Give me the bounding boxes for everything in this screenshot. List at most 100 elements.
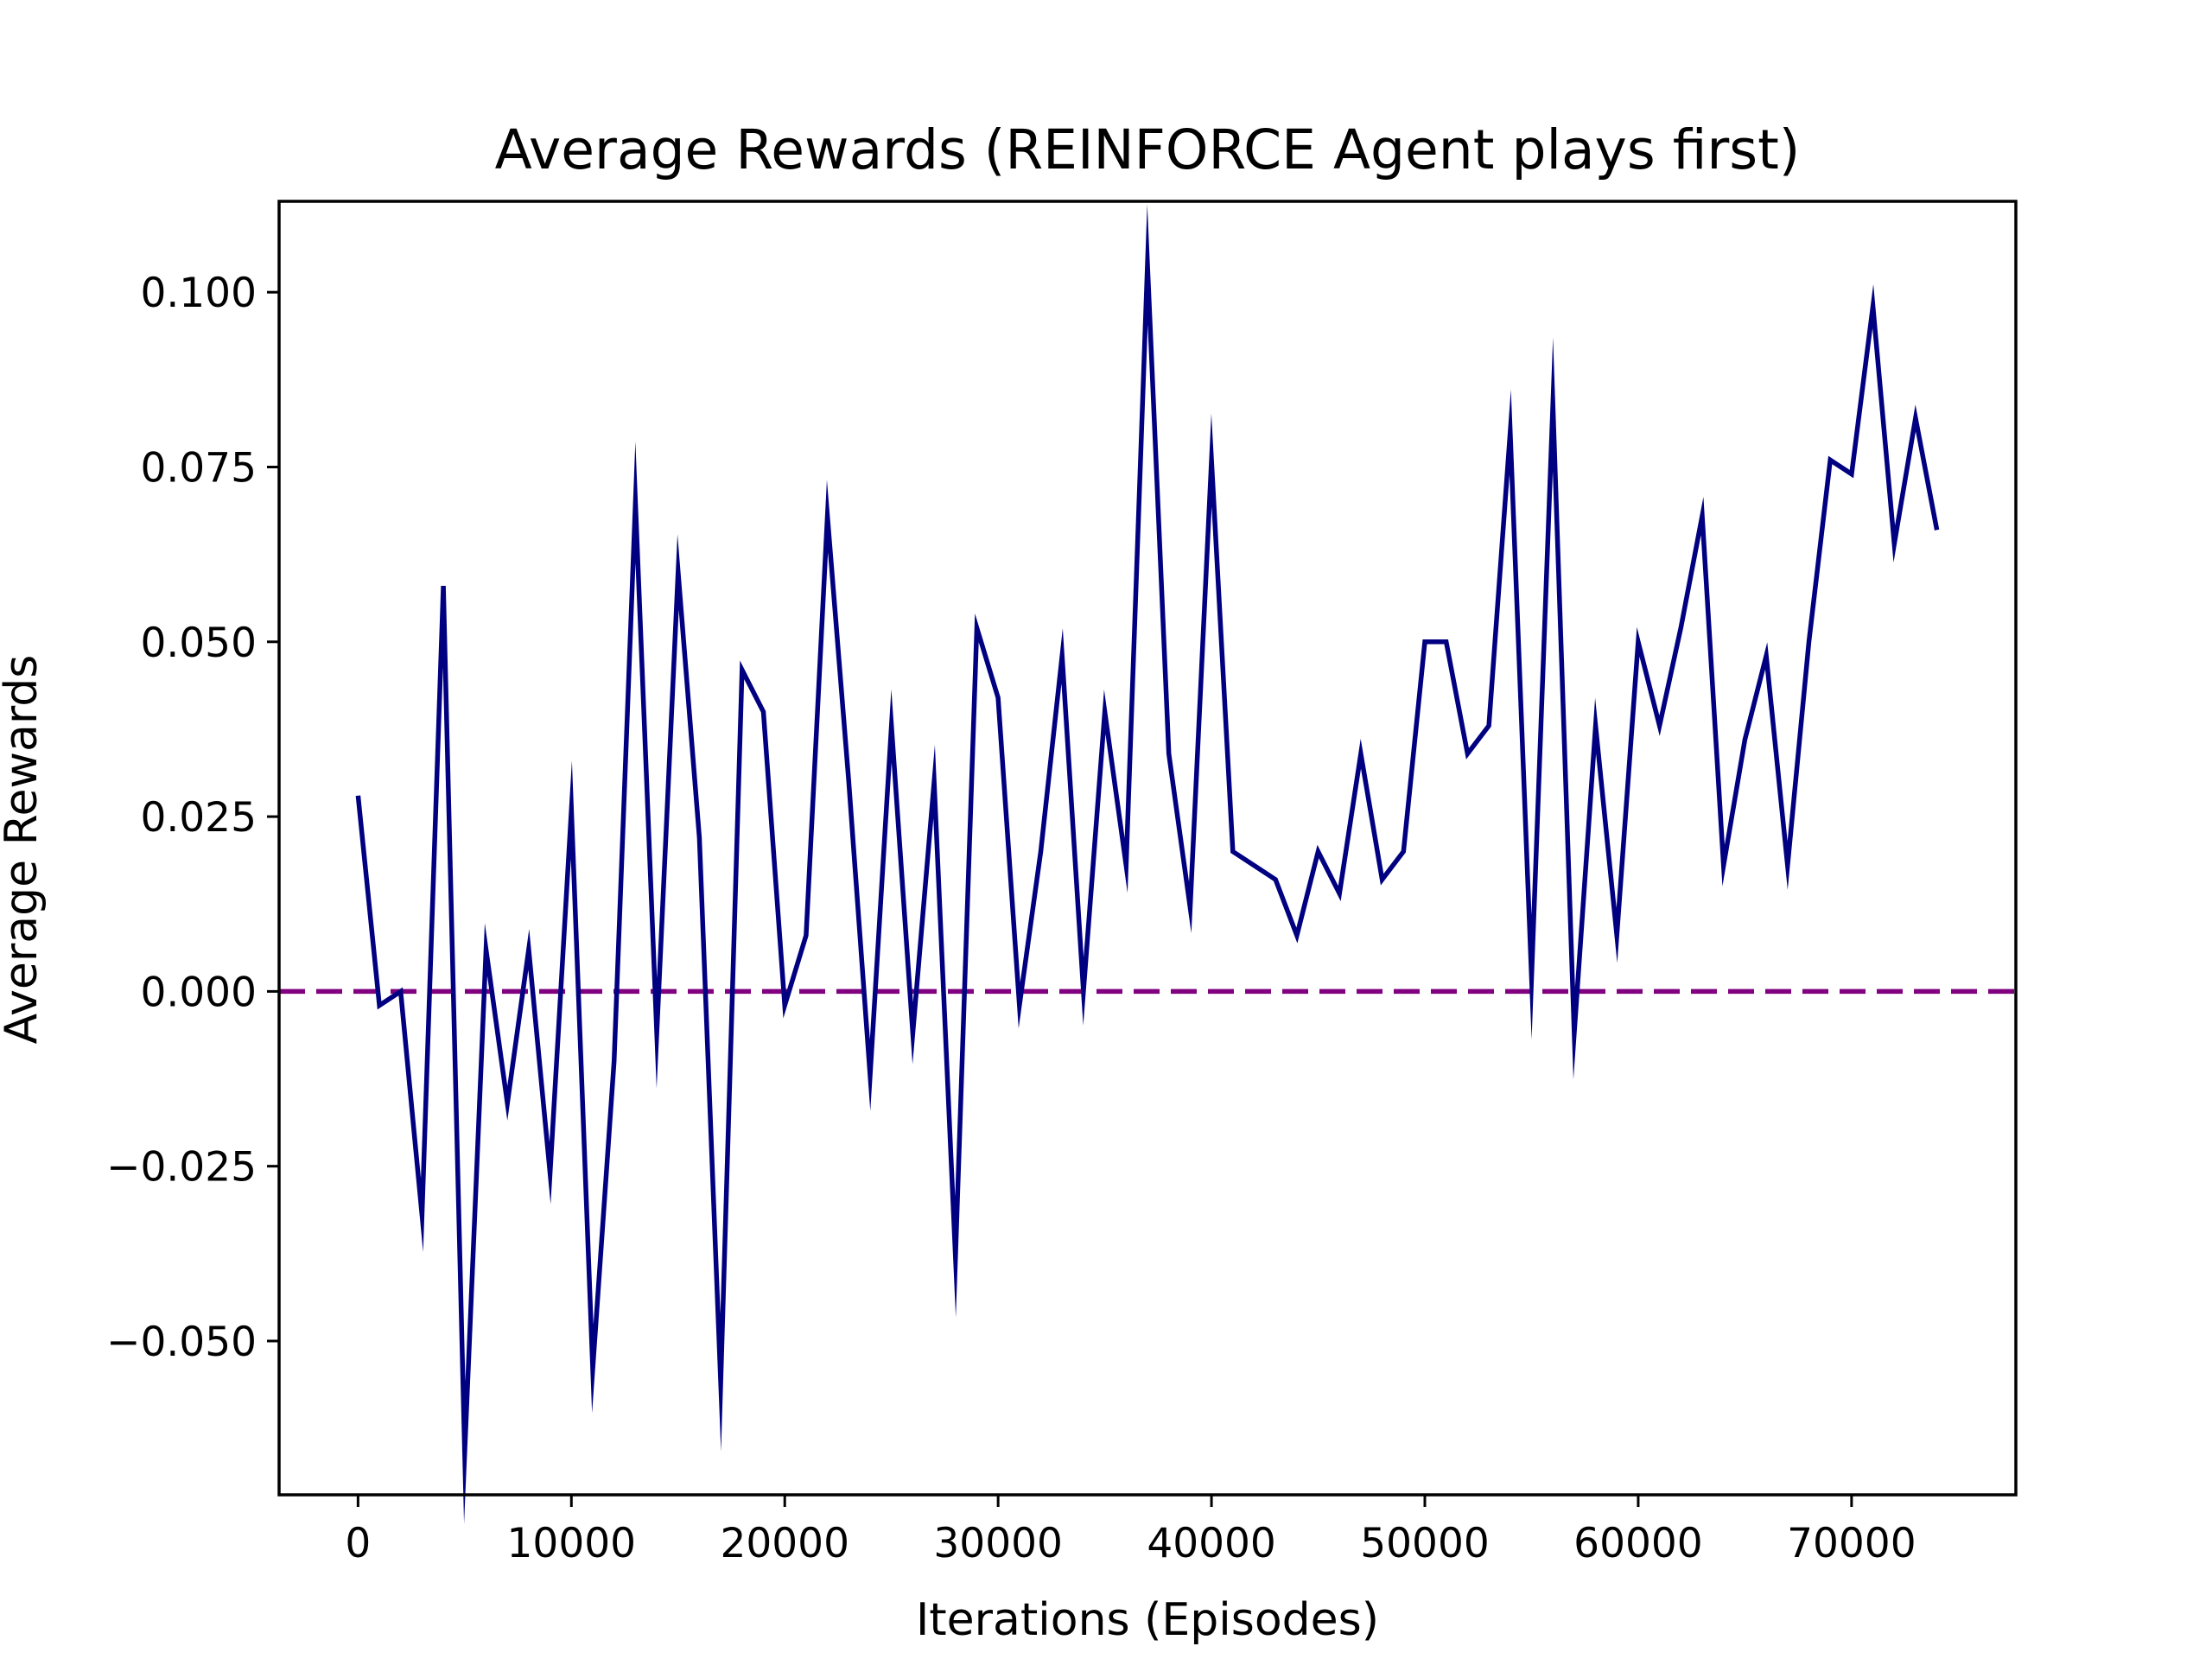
- y-tick-label: 0.100: [140, 270, 257, 317]
- data-point: [1892, 543, 1896, 546]
- data-point: [847, 780, 850, 784]
- data-point: [932, 780, 936, 784]
- data-point: [1465, 752, 1469, 755]
- data-point: [399, 989, 403, 993]
- data-point: [1807, 640, 1810, 644]
- data-point: [1103, 710, 1107, 714]
- x-tick-label: 30000: [933, 1520, 1063, 1567]
- data-point: [1914, 416, 1917, 420]
- x-axis-label: Iterations (Episodes): [916, 1594, 1379, 1646]
- data-point: [356, 794, 359, 798]
- data-point: [1743, 738, 1746, 741]
- data-point: [655, 1032, 658, 1035]
- data-point: [569, 808, 573, 811]
- data-point: [1679, 626, 1682, 630]
- data-point: [1529, 976, 1533, 979]
- data-point: [1658, 724, 1662, 728]
- chart-title: Average Rewards (REINFORCE Agent plays f…: [495, 118, 1801, 181]
- x-tick-label: 20000: [720, 1520, 849, 1567]
- y-axis: −0.050 −0.025 0.000 0.025 0.050 0.075 0.100: [106, 270, 279, 1366]
- data-point: [1359, 752, 1363, 755]
- data-point: [527, 948, 531, 951]
- data-point: [420, 1213, 423, 1217]
- data-point: [1402, 850, 1405, 854]
- data-point: [1594, 724, 1598, 728]
- data-point: [996, 696, 1000, 700]
- data-point: [1445, 640, 1448, 644]
- data-point: [1252, 864, 1255, 868]
- data-point: [1936, 528, 1939, 531]
- data-point: [442, 584, 445, 588]
- data-point: [1317, 850, 1320, 854]
- data-point: [1615, 934, 1618, 938]
- data-point: [741, 668, 744, 671]
- data-point: [1295, 934, 1299, 938]
- data-point: [549, 1172, 552, 1175]
- data-point: [1764, 654, 1768, 658]
- x-tick-label: 60000: [1573, 1520, 1703, 1567]
- y-tick-label: 0.025: [140, 794, 257, 842]
- data-point: [1509, 430, 1512, 434]
- data-point: [1274, 878, 1277, 881]
- data-point: [613, 1059, 616, 1063]
- data-point: [505, 1102, 509, 1105]
- data-point: [1786, 864, 1789, 868]
- x-tick-label: 40000: [1147, 1520, 1276, 1567]
- data-point: [1381, 878, 1384, 881]
- data-point: [1060, 654, 1064, 658]
- y-axis-label: Average Rewards: [0, 655, 48, 1045]
- data-point: [633, 500, 637, 504]
- data-point: [1423, 640, 1427, 644]
- data-point: [1551, 403, 1554, 406]
- data-point: [1573, 1032, 1576, 1035]
- data-point: [1338, 892, 1341, 895]
- data-point: [378, 1004, 381, 1007]
- x-tick-label: 70000: [1787, 1520, 1916, 1567]
- data-point: [719, 1382, 722, 1385]
- data-point: [1850, 473, 1853, 476]
- data-point: [697, 836, 701, 839]
- x-tick-label: 10000: [507, 1520, 637, 1567]
- data-point: [1039, 850, 1043, 854]
- data-point: [1146, 263, 1149, 266]
- data-point: [890, 724, 893, 728]
- data-point: [868, 1073, 872, 1077]
- data-point: [591, 1367, 594, 1370]
- x-axis: 0 10000 20000 30000 40000 50000 60000 70000: [345, 1495, 1916, 1567]
- data-point: [1188, 906, 1192, 909]
- data-point: [1082, 989, 1085, 993]
- data-point: [1637, 640, 1640, 644]
- x-tick-label: 0: [345, 1520, 371, 1567]
- data-point: [1722, 864, 1726, 868]
- data-point: [783, 1004, 786, 1007]
- data-point: [677, 570, 680, 574]
- data-point: [485, 948, 488, 951]
- data-point: [1124, 864, 1128, 868]
- data-point: [1210, 458, 1213, 461]
- series-line: [355, 204, 1940, 1524]
- data-point: [1872, 304, 1875, 308]
- data-point: [954, 1255, 957, 1259]
- data-point: [1700, 514, 1704, 518]
- data-point: [1828, 458, 1832, 461]
- data-point: [975, 626, 978, 630]
- data-point: [463, 1451, 467, 1454]
- data-point: [1487, 724, 1491, 728]
- y-tick-label: 0.050: [140, 620, 257, 667]
- x-tick-label: 50000: [1360, 1520, 1490, 1567]
- y-tick-label: −0.050: [106, 1319, 257, 1366]
- plot-frame: [277, 200, 2018, 1497]
- data-point: [826, 514, 830, 518]
- y-tick-label: 0.000: [140, 969, 257, 1016]
- data-point: [1231, 850, 1235, 854]
- data-point: [1018, 1004, 1021, 1007]
- data-point: [762, 710, 766, 714]
- data-point: [804, 934, 808, 938]
- data-point: [1167, 752, 1171, 755]
- y-tick-label: 0.075: [140, 444, 257, 492]
- y-tick-label: −0.025: [106, 1144, 257, 1192]
- plot-area: [279, 204, 2016, 1524]
- data-point: [911, 1032, 914, 1035]
